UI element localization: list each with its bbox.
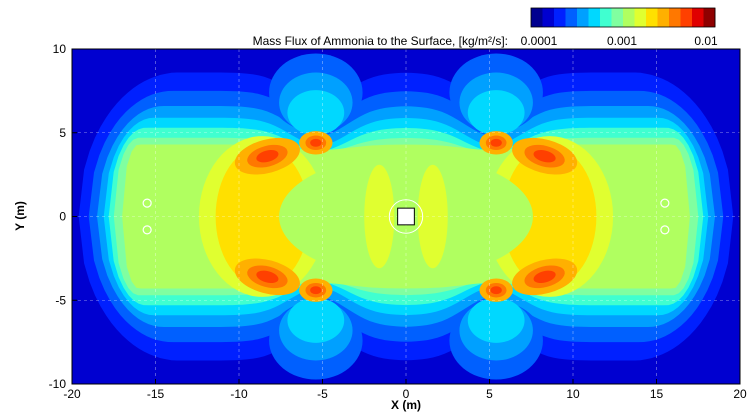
contour-band xyxy=(287,297,345,343)
sampling-marker xyxy=(142,225,152,235)
x-tick-label: -5 xyxy=(317,387,328,401)
source-ring xyxy=(388,199,424,234)
hotspot xyxy=(512,258,578,296)
colorbar-swatch xyxy=(657,8,670,27)
colorbar-swatch xyxy=(531,8,543,27)
y-tick-label: 0 xyxy=(59,210,66,224)
colorbar-swatch xyxy=(680,8,693,27)
hotspot-core xyxy=(310,138,322,147)
y-tick-label: -5 xyxy=(55,293,66,307)
contour-band xyxy=(467,90,525,136)
hotspot-core xyxy=(490,286,502,295)
colorbar-tick-label-low: 0.0001 xyxy=(521,34,558,48)
colorbar-swatch xyxy=(588,8,601,27)
contour-band xyxy=(467,297,525,343)
x-tick-label: 10 xyxy=(566,387,580,401)
colorbar-title: Mass Flux of Ammonia to the Surface, [kg… xyxy=(253,34,508,48)
sampling-marker xyxy=(660,225,670,235)
x-tick-label: 0 xyxy=(403,387,410,401)
colorbar-frame xyxy=(530,7,716,28)
hotspot-core xyxy=(533,149,556,163)
source-square xyxy=(397,207,415,226)
x-axis-label: X (m) xyxy=(391,398,421,412)
hotspot xyxy=(299,278,333,302)
colorbar-swatch xyxy=(692,8,704,27)
y-tick-label: 5 xyxy=(59,126,66,140)
sampling-marker xyxy=(660,198,670,208)
y-tick-label: 10 xyxy=(53,42,67,56)
colorbar-swatch xyxy=(577,8,589,27)
colorbar-tick-label-high: 0.01 xyxy=(694,34,718,48)
colorbar-swatch xyxy=(669,8,681,27)
colorbar-swatch xyxy=(600,8,612,27)
hotspot-core xyxy=(310,286,322,295)
y-tick-label: -10 xyxy=(49,377,67,391)
colorbar-swatch xyxy=(611,8,624,27)
colorbar-tick-label-mid: 0.001 xyxy=(607,34,637,48)
y-axis-label: Y (m) xyxy=(13,201,27,231)
colorbar-swatch xyxy=(565,8,578,27)
x-tick-label: 5 xyxy=(486,387,493,401)
y-axis-ticks: -10 -5 0 5 10 xyxy=(49,42,77,391)
colorbar-swatch xyxy=(703,8,716,27)
x-axis-ticks: -20 -15 -10 -5 0 5 10 15 20 xyxy=(63,379,747,401)
x-tick-label: -10 xyxy=(230,387,248,401)
colorbar-swatch xyxy=(623,8,635,27)
colorbar-swatch xyxy=(554,8,566,27)
hotspot xyxy=(234,258,300,296)
hotspot-core xyxy=(256,270,279,284)
x-tick-label: 15 xyxy=(650,387,664,401)
hotspot xyxy=(512,137,578,175)
hotspot xyxy=(479,131,513,155)
hotspot-core xyxy=(256,149,279,163)
hotspot-core xyxy=(533,270,556,284)
hotspot xyxy=(234,137,300,175)
hotspot xyxy=(479,278,513,302)
hotspot-core xyxy=(490,138,502,147)
plot-grid xyxy=(72,49,740,384)
colorbar-swatch xyxy=(646,8,658,27)
x-tick-label: -15 xyxy=(147,387,165,401)
colorbar-swatch xyxy=(634,8,647,27)
x-tick-label: 20 xyxy=(733,387,747,401)
colorbar xyxy=(530,7,716,28)
contour-band xyxy=(287,90,345,136)
colorbar-swatch xyxy=(542,8,555,27)
hotspot xyxy=(299,131,333,155)
plot-overlay xyxy=(142,198,670,235)
x-tick-label: -20 xyxy=(63,387,81,401)
sampling-marker xyxy=(142,198,152,208)
